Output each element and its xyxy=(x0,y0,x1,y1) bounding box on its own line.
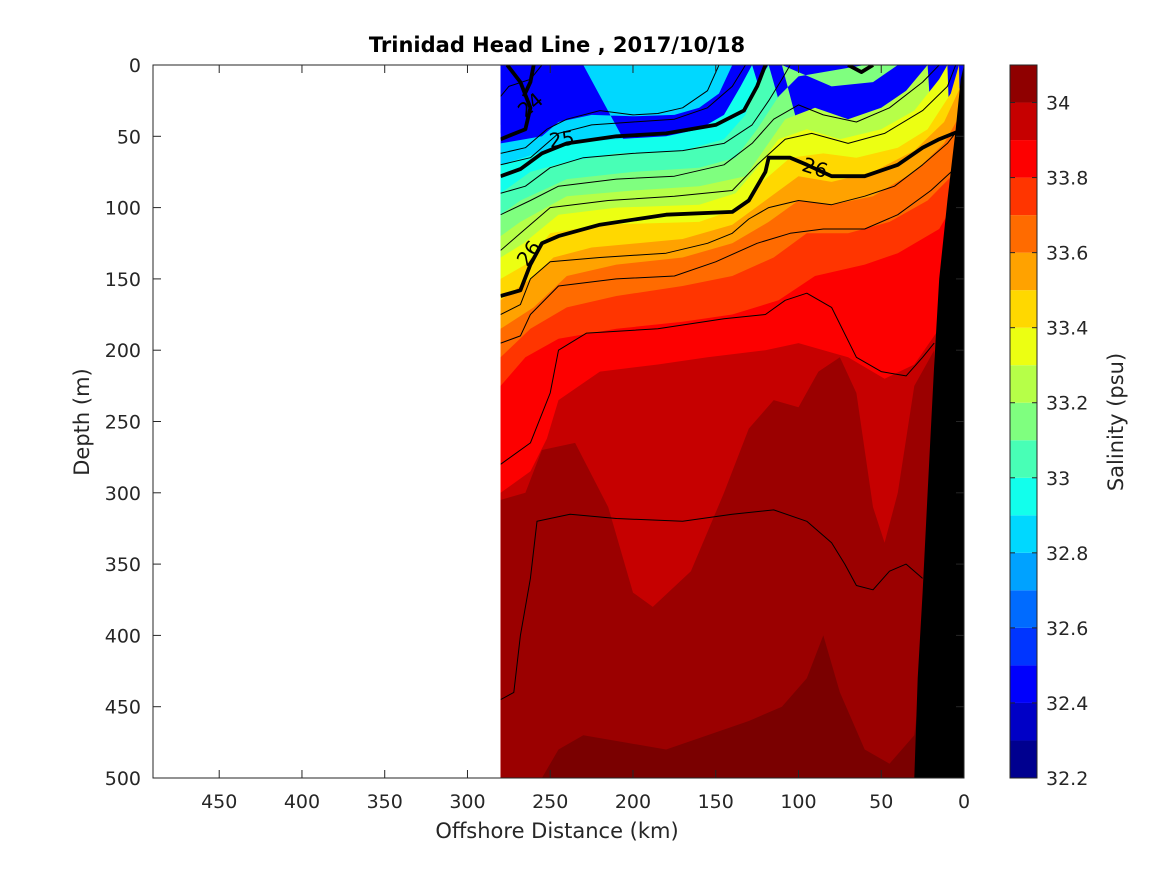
y-tick-label: 400 xyxy=(105,625,141,647)
colorbar-swatch xyxy=(1010,590,1037,628)
y-axis: 0 50 100 150 200 250 300 350 400 450 500 xyxy=(105,55,964,790)
y-axis-label: Depth (m) xyxy=(70,368,94,475)
colorbar-swatch xyxy=(1010,515,1037,553)
density-contour-bold xyxy=(500,127,964,298)
colorbar-swatch xyxy=(1010,365,1037,403)
x-tick-label: 100 xyxy=(780,791,816,813)
y-tick-label: 350 xyxy=(105,554,141,576)
density-contour xyxy=(500,65,791,194)
colorbar-swatch xyxy=(1010,215,1037,253)
colorbar-tick-label: 34 xyxy=(1046,93,1070,115)
x-axis: 450 400 350 300 250 200 150 100 50 0 xyxy=(201,65,970,813)
y-tick-label: 300 xyxy=(105,483,141,505)
x-tick-label: 150 xyxy=(698,791,734,813)
x-tick-label: 200 xyxy=(615,791,651,813)
density-contour-bold xyxy=(847,65,874,74)
y-tick-label: 450 xyxy=(105,697,141,719)
y-tick-label: 0 xyxy=(129,55,141,77)
density-contour xyxy=(500,292,935,465)
colorbar-tick-label: 33.8 xyxy=(1046,168,1088,190)
colorbar-swatch xyxy=(1010,252,1037,291)
y-tick-label: 150 xyxy=(105,269,141,291)
colorbar-swatch xyxy=(1010,740,1037,778)
x-tick-label: 50 xyxy=(869,791,893,813)
colorbar-swatch xyxy=(1010,402,1037,441)
colorbar-swatch xyxy=(1010,665,1037,703)
density-contour-bold xyxy=(521,65,536,98)
x-tick-label: 250 xyxy=(532,791,568,813)
x-tick-label: 450 xyxy=(201,791,237,813)
density-contours xyxy=(500,65,964,701)
y-tick-label: 250 xyxy=(105,412,141,434)
colorbar-tick-label: 32.2 xyxy=(1046,768,1088,790)
colorbar-swatch xyxy=(1010,702,1037,741)
chart-title: Trinidad Head Line , 2017/10/18 xyxy=(369,33,745,57)
colorbar-tick-label: 32.4 xyxy=(1046,693,1088,715)
colorbar-swatch xyxy=(1010,102,1037,141)
density-contour xyxy=(500,65,543,97)
colorbar-tick-label: 33.2 xyxy=(1046,393,1088,415)
density-contour xyxy=(500,65,957,251)
x-tick-label: 400 xyxy=(284,791,320,813)
y-tick-label: 500 xyxy=(105,768,141,790)
colorbar-tick-label: 32.6 xyxy=(1046,618,1088,640)
bathymetry xyxy=(914,65,964,778)
colorbar-tick-label: 32.8 xyxy=(1046,543,1088,565)
salinity-band xyxy=(541,635,931,778)
colorbar: 34 33.8 33.6 33.4 33.2 33 32.8 32.6 32.4 32.2 xyxy=(1009,64,1088,790)
salinity-field xyxy=(500,65,964,778)
y-tick-label: 100 xyxy=(105,198,141,220)
colorbar-swatch xyxy=(1010,65,1037,103)
density-contour xyxy=(500,121,964,315)
colorbar-frame xyxy=(1009,64,1038,779)
density-contour xyxy=(500,65,720,154)
contour-label: 25 xyxy=(548,125,577,152)
density-contour-bold xyxy=(500,65,533,141)
density-contour xyxy=(500,167,957,344)
colorbar-tick-label: 33.4 xyxy=(1046,318,1088,340)
x-tick-label: 350 xyxy=(367,791,403,813)
colorbar-swatch xyxy=(1010,440,1037,478)
colorbar-label: Salinity (psu) xyxy=(1104,353,1128,491)
density-contour-bold xyxy=(500,65,768,178)
colorbar-swatch xyxy=(1010,627,1037,666)
colorbar-swatch xyxy=(1010,290,1037,328)
x-axis-label: Offshore Distance (km) xyxy=(435,819,678,843)
colorbar-tick-label: 33 xyxy=(1046,468,1070,490)
x-tick-label: 300 xyxy=(449,791,485,813)
y-tick-label: 50 xyxy=(117,126,141,148)
colorbar-swatch xyxy=(1010,327,1037,366)
x-tick-label: 0 xyxy=(958,791,970,813)
density-contour xyxy=(500,65,746,166)
colorbar-tick-label: 33.6 xyxy=(1046,243,1088,265)
y-tick-label: 200 xyxy=(105,340,141,362)
colorbar-swatch xyxy=(1010,477,1037,516)
density-contour xyxy=(500,509,923,701)
colorbar-swatch xyxy=(1010,552,1037,591)
density-contour xyxy=(500,65,940,216)
colorbar-swatch xyxy=(1010,140,1037,178)
colorbar-swatch xyxy=(1010,177,1037,216)
